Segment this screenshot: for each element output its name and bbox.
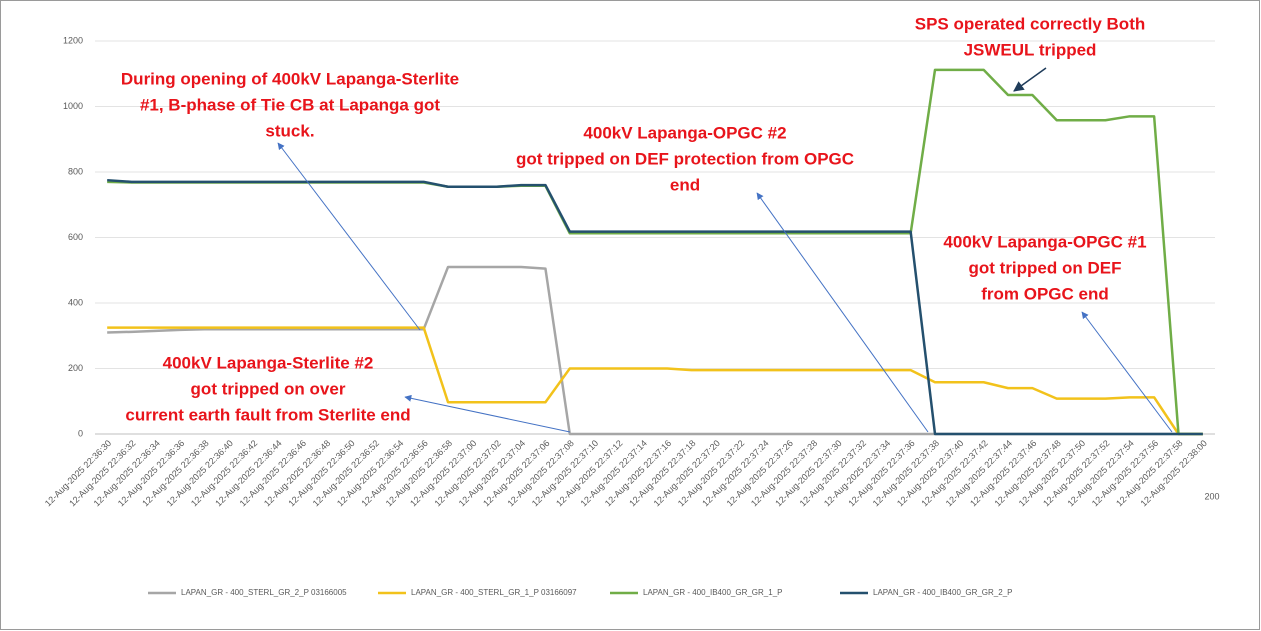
annotation: got tripped on over bbox=[191, 379, 346, 398]
series-line bbox=[107, 326, 1203, 436]
arrow bbox=[1081, 311, 1173, 433]
annotation: current earth fault from Sterlite end bbox=[125, 405, 410, 424]
y-tick-label: 600 bbox=[68, 232, 83, 242]
arrows bbox=[277, 67, 1173, 433]
arrow bbox=[277, 142, 421, 331]
y-tick-label: 1200 bbox=[63, 35, 83, 45]
y-tick-label: 200 bbox=[68, 363, 83, 373]
annotation: SPS operated correctly Both bbox=[915, 14, 1146, 33]
annotation: from OPGC end bbox=[981, 284, 1109, 303]
stray-label: 200 bbox=[1204, 491, 1219, 501]
legend-label: LAPAN_GR - 400_STERL_GR_1_P 03166097 bbox=[411, 588, 577, 597]
y-tick-label: 1000 bbox=[63, 101, 83, 111]
legend-label: LAPAN_GR - 400_STERL_GR_2_P 03166005 bbox=[181, 588, 347, 597]
y-tick-label: 800 bbox=[68, 166, 83, 176]
arrow bbox=[756, 192, 929, 433]
annotation: end bbox=[670, 175, 700, 194]
series-line bbox=[107, 178, 1203, 436]
annotation: JSWEUL tripped bbox=[964, 40, 1097, 59]
legend-label: LAPAN_GR - 400_IB400_GR_GR_1_P bbox=[643, 588, 782, 597]
annotation: 400kV Lapanga-OPGC #1 bbox=[943, 232, 1146, 251]
annotation: During opening of 400kV Lapanga-Sterlite bbox=[121, 69, 459, 88]
annotation: got tripped on DEF bbox=[969, 258, 1122, 277]
annotation: stuck. bbox=[265, 121, 314, 140]
y-tick-label: 0 bbox=[78, 428, 83, 438]
annotation: 400kV Lapanga-OPGC #2 bbox=[583, 123, 786, 142]
arrow bbox=[404, 394, 571, 433]
y-tick-label: 400 bbox=[68, 297, 83, 307]
arrow bbox=[1013, 67, 1047, 92]
annotation: got tripped on DEF protection from OPGC bbox=[516, 149, 854, 168]
annotation: #1, B-phase of Tie CB at Lapanga got bbox=[140, 95, 440, 114]
legend-label: LAPAN_GR - 400_IB400_GR_GR_2_P bbox=[873, 588, 1012, 597]
annotation: 400kV Lapanga-Sterlite #2 bbox=[163, 353, 374, 372]
